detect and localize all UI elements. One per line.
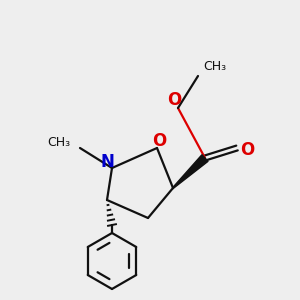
- Text: O: O: [167, 91, 181, 109]
- Text: CH₃: CH₃: [203, 59, 226, 73]
- Text: CH₃: CH₃: [47, 136, 70, 149]
- Text: O: O: [240, 141, 254, 159]
- Text: N: N: [100, 153, 114, 171]
- Text: O: O: [152, 132, 166, 150]
- Polygon shape: [173, 155, 208, 188]
